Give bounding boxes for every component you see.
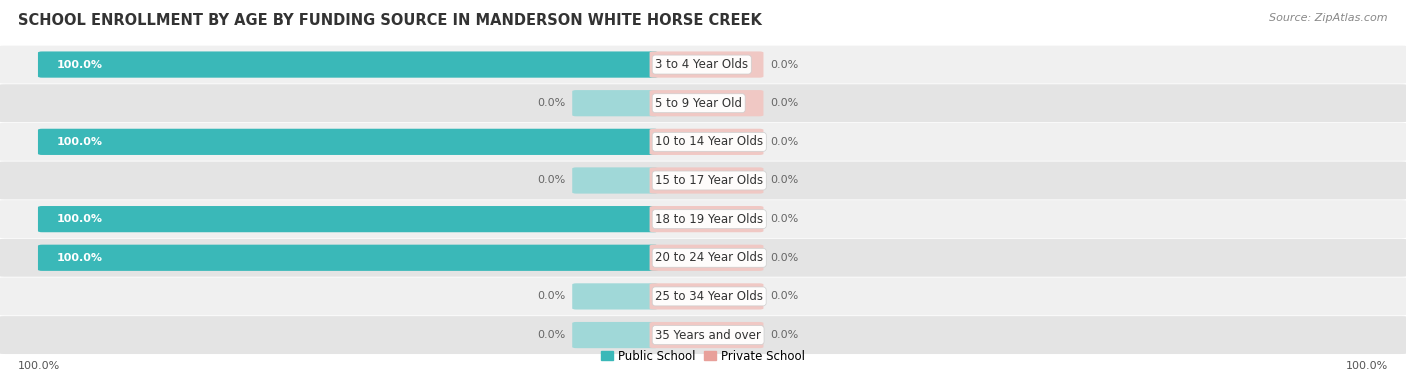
Text: 100.0%: 100.0% bbox=[56, 253, 103, 263]
Text: 0.0%: 0.0% bbox=[770, 60, 799, 70]
FancyBboxPatch shape bbox=[650, 167, 763, 194]
Text: 0.0%: 0.0% bbox=[770, 137, 799, 147]
Text: SCHOOL ENROLLMENT BY AGE BY FUNDING SOURCE IN MANDERSON WHITE HORSE CREEK: SCHOOL ENROLLMENT BY AGE BY FUNDING SOUR… bbox=[18, 13, 762, 28]
FancyBboxPatch shape bbox=[0, 84, 1406, 122]
FancyBboxPatch shape bbox=[0, 123, 1406, 161]
Text: 20 to 24 Year Olds: 20 to 24 Year Olds bbox=[655, 251, 763, 264]
FancyBboxPatch shape bbox=[572, 283, 658, 310]
Text: 100.0%: 100.0% bbox=[56, 60, 103, 70]
Text: 0.0%: 0.0% bbox=[537, 291, 565, 302]
Text: 15 to 17 Year Olds: 15 to 17 Year Olds bbox=[655, 174, 763, 187]
Text: 0.0%: 0.0% bbox=[770, 175, 799, 185]
FancyBboxPatch shape bbox=[0, 46, 1406, 84]
FancyBboxPatch shape bbox=[650, 245, 763, 271]
Text: 10 to 14 Year Olds: 10 to 14 Year Olds bbox=[655, 135, 763, 148]
Text: 5 to 9 Year Old: 5 to 9 Year Old bbox=[655, 97, 742, 110]
Text: 0.0%: 0.0% bbox=[537, 330, 565, 340]
FancyBboxPatch shape bbox=[650, 90, 763, 116]
Text: 0.0%: 0.0% bbox=[770, 253, 799, 263]
FancyBboxPatch shape bbox=[650, 322, 763, 348]
Legend: Public School, Private School: Public School, Private School bbox=[596, 345, 810, 367]
FancyBboxPatch shape bbox=[0, 316, 1406, 354]
Text: 100.0%: 100.0% bbox=[1346, 361, 1388, 371]
Text: 0.0%: 0.0% bbox=[537, 98, 565, 108]
FancyBboxPatch shape bbox=[38, 51, 658, 78]
FancyBboxPatch shape bbox=[38, 245, 658, 271]
FancyBboxPatch shape bbox=[650, 206, 763, 232]
FancyBboxPatch shape bbox=[0, 161, 1406, 199]
FancyBboxPatch shape bbox=[572, 167, 658, 194]
Text: 0.0%: 0.0% bbox=[770, 291, 799, 302]
FancyBboxPatch shape bbox=[650, 51, 763, 78]
Text: 18 to 19 Year Olds: 18 to 19 Year Olds bbox=[655, 213, 763, 225]
Text: 35 Years and over: 35 Years and over bbox=[655, 329, 761, 342]
FancyBboxPatch shape bbox=[0, 277, 1406, 315]
Text: 0.0%: 0.0% bbox=[770, 214, 799, 224]
Text: 0.0%: 0.0% bbox=[537, 175, 565, 185]
Text: 25 to 34 Year Olds: 25 to 34 Year Olds bbox=[655, 290, 763, 303]
FancyBboxPatch shape bbox=[38, 206, 658, 232]
Text: 0.0%: 0.0% bbox=[770, 98, 799, 108]
FancyBboxPatch shape bbox=[572, 90, 658, 116]
FancyBboxPatch shape bbox=[650, 129, 763, 155]
Text: 100.0%: 100.0% bbox=[18, 361, 60, 371]
FancyBboxPatch shape bbox=[0, 239, 1406, 277]
FancyBboxPatch shape bbox=[650, 283, 763, 310]
Text: 100.0%: 100.0% bbox=[56, 214, 103, 224]
Text: Source: ZipAtlas.com: Source: ZipAtlas.com bbox=[1270, 13, 1388, 23]
Text: 100.0%: 100.0% bbox=[56, 137, 103, 147]
FancyBboxPatch shape bbox=[0, 200, 1406, 238]
FancyBboxPatch shape bbox=[572, 322, 658, 348]
Text: 0.0%: 0.0% bbox=[770, 330, 799, 340]
FancyBboxPatch shape bbox=[38, 129, 658, 155]
Text: 3 to 4 Year Olds: 3 to 4 Year Olds bbox=[655, 58, 748, 71]
